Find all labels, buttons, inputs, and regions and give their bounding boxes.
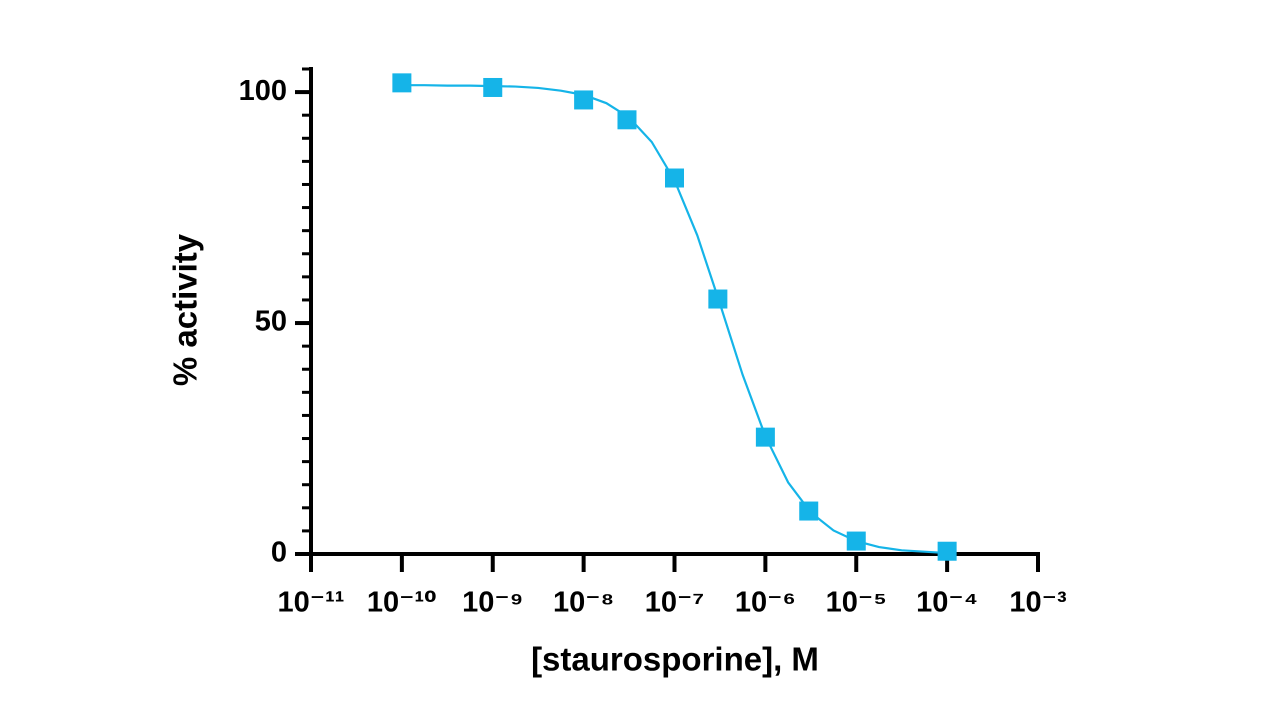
- data-point: [617, 110, 637, 130]
- data-point: [665, 168, 684, 188]
- data-point: [708, 289, 728, 309]
- y-axis-title: % activity: [167, 233, 204, 386]
- data-point: [846, 531, 866, 551]
- x-tick-label: 10⁻¹¹: [278, 587, 345, 619]
- x-axis-title: [staurosporine], M: [531, 641, 819, 678]
- x-tick-label: 10⁻⁹: [462, 587, 523, 619]
- fit-curve: [401, 84, 948, 555]
- data-point: [755, 427, 775, 447]
- x-tick-label: 10⁻⁵: [826, 587, 887, 619]
- x-tick-label: 10⁻³: [1009, 587, 1067, 619]
- data-point: [937, 541, 957, 561]
- y-tick-label: 100: [239, 75, 287, 107]
- data-point: [392, 73, 412, 93]
- data-point: [799, 501, 819, 521]
- x-tick-label: 10⁻⁴: [916, 587, 978, 619]
- x-tick-label: 10⁻⁷: [645, 587, 705, 619]
- x-tick-label: 10⁻⁶: [735, 587, 796, 619]
- y-tick-label: 50: [255, 306, 287, 338]
- data-point: [483, 77, 503, 97]
- y-tick-label: 0: [271, 537, 287, 569]
- x-tick-label: 10⁻¹⁰: [367, 587, 437, 619]
- x-tick-label: 10⁻⁸: [553, 587, 614, 619]
- data-point: [574, 90, 594, 110]
